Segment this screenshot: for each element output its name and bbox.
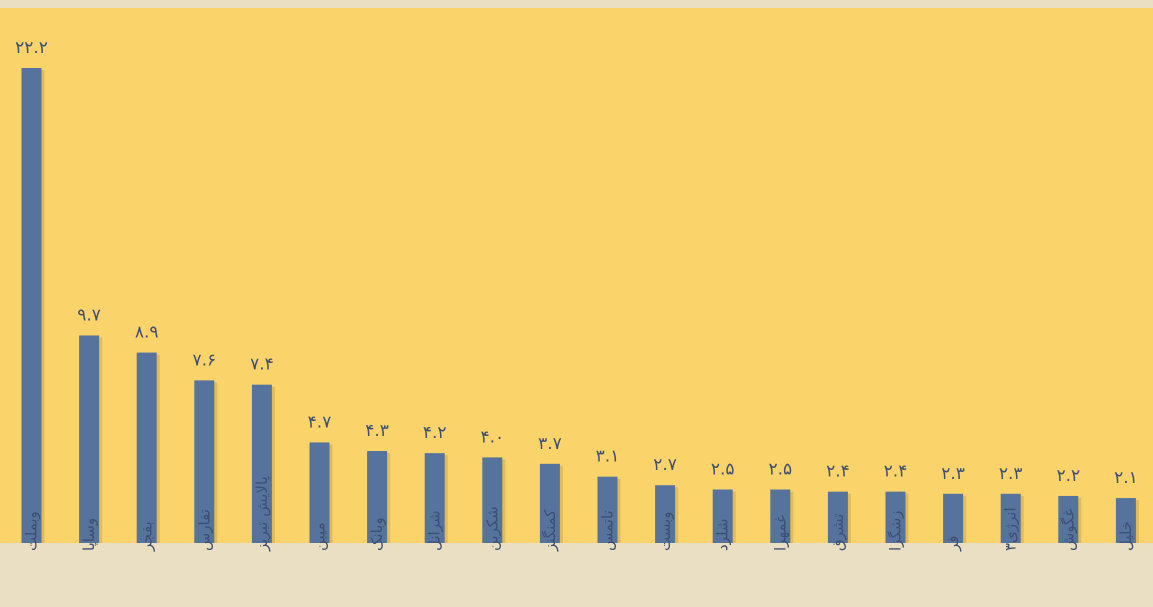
category-tick-label: وبست [656, 511, 674, 551]
category-tick-label: شلرد [714, 519, 732, 552]
category-label-band [0, 543, 1153, 607]
category-tick-label: زشگزا [887, 510, 905, 551]
category-tick-label: شکربن [483, 506, 501, 551]
data-label: ۲۲.۲ [15, 38, 48, 58]
category-tick-label: تشرق [829, 514, 847, 551]
data-label: ۲.۴ [884, 462, 908, 482]
bar [1115, 498, 1136, 543]
bar [482, 457, 503, 543]
category-tick-label: وبملت [23, 511, 41, 551]
data-label: ۲.۵ [711, 460, 735, 480]
bar [655, 485, 676, 543]
data-label: ۲.۱ [1114, 468, 1138, 488]
bar [770, 489, 791, 543]
data-label: ۲.۴ [826, 462, 850, 482]
bar [539, 463, 560, 543]
bar [424, 453, 445, 543]
bar [194, 380, 215, 543]
category-tick-label: تفارس [195, 509, 213, 551]
category-tick-label: وبانک [368, 517, 386, 551]
bar [251, 384, 272, 543]
bar [1058, 495, 1079, 543]
data-label: ۲.۳ [999, 464, 1023, 484]
category-tick-label: غمهرا [771, 515, 789, 551]
data-label: ۲.۵ [768, 460, 792, 480]
bar [21, 68, 42, 543]
bar [79, 335, 100, 543]
category-tick-label: انرژی۳ [1002, 507, 1020, 551]
category-tick-label: بفجر [138, 521, 156, 552]
category-tick-label: کمنگنز [541, 509, 559, 552]
data-label: ۴.۷ [308, 412, 332, 432]
category-tick-label: میبن [311, 522, 329, 551]
data-label: ۳.۱ [596, 447, 620, 467]
data-label: ۴.۰ [480, 427, 504, 447]
bar [136, 352, 157, 543]
category-tick-label: وساپا [80, 518, 99, 551]
bar [1000, 493, 1021, 543]
data-label: ۴.۲ [423, 423, 447, 443]
data-label: ۹.۷ [77, 305, 101, 325]
category-tick-label: شرانل [426, 510, 444, 551]
bar [367, 450, 388, 543]
data-label: ۴.۳ [365, 421, 389, 441]
category-tick-label: فر [944, 536, 962, 552]
bar [309, 442, 330, 543]
category-tick-label: غگوش [1059, 509, 1077, 551]
bar [827, 491, 848, 543]
data-label: ۲.۳ [941, 464, 965, 484]
category-tick-label: تاتمس [599, 510, 617, 551]
bar [885, 491, 906, 543]
bar [597, 476, 618, 543]
data-label: ۷.۶ [192, 350, 216, 370]
bar [943, 493, 964, 543]
data-label: ۸.۹ [135, 323, 159, 343]
data-label: ۳.۷ [538, 434, 562, 454]
data-label: ۷.۴ [250, 355, 274, 375]
data-label: ۲.۲ [1056, 466, 1080, 486]
plot-area [0, 8, 1153, 543]
category-tick-label: پالایش تبریز [253, 476, 272, 552]
category-tick-label: خلیل [1117, 521, 1135, 551]
data-label: ۲.۷ [653, 455, 677, 475]
bar [712, 489, 733, 543]
